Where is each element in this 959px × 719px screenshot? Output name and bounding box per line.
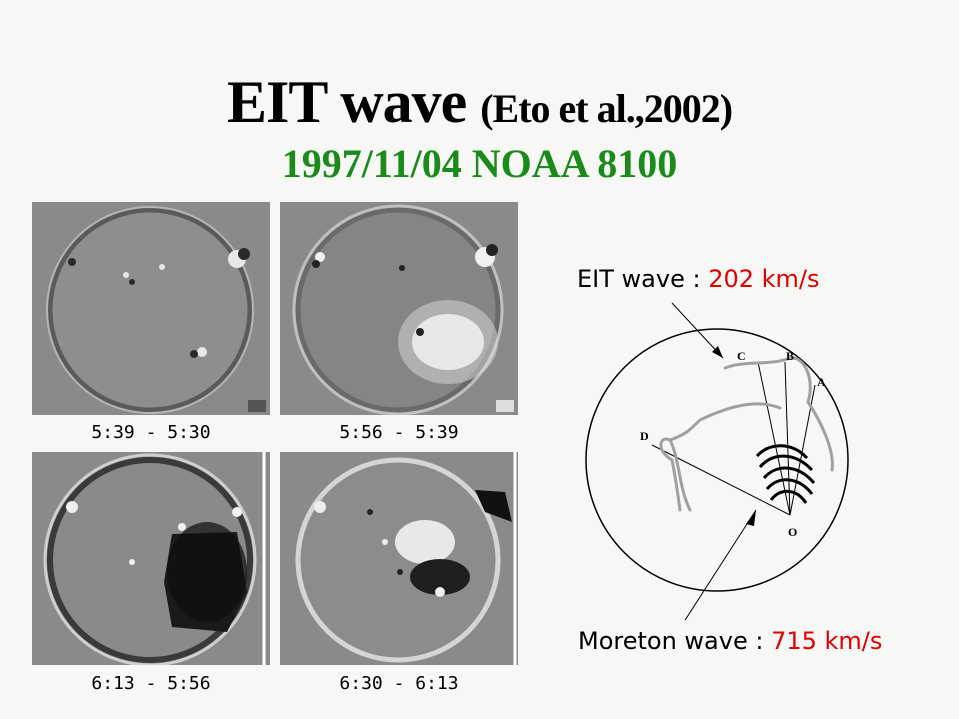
eit-wave-label: EIT wave : 202 km/s xyxy=(577,265,820,293)
eit-pointer-arrowhead xyxy=(712,346,723,358)
page-title: EIT wave (Eto et al.,2002) xyxy=(0,68,959,137)
panel-caption-2: 5:56 - 5:39 xyxy=(339,422,459,443)
difference-image-4 xyxy=(280,452,518,665)
difference-image-2 xyxy=(280,202,518,415)
moreton-wave-fronts xyxy=(755,444,816,504)
title-main: EIT wave xyxy=(226,69,467,135)
point-d-label: D xyxy=(640,429,649,443)
moreton-wave-label: Moreton wave : 715 km/s xyxy=(578,627,882,655)
page-subtitle: 1997/11/04 NOAA 8100 xyxy=(281,141,678,186)
title-citation: (Eto et al.,2002) xyxy=(480,86,733,131)
difference-image-3 xyxy=(32,452,270,665)
panel-caption-3: 6:13 - 5:56 xyxy=(91,673,211,694)
difference-image-1 xyxy=(32,202,270,415)
point-b-label: B xyxy=(786,349,794,363)
point-a-label: A xyxy=(817,375,826,389)
panel-caption-4: 6:30 - 6:13 xyxy=(339,673,459,694)
eit-pointer-line xyxy=(671,302,724,359)
moreton-pointer-arrowhead xyxy=(746,510,756,526)
solar-disk-outline xyxy=(585,328,849,592)
moreton-wave-text: Moreton wave : xyxy=(578,627,764,655)
eit-wave-fronts xyxy=(659,356,834,512)
eit-wave-speed: 202 km/s xyxy=(708,265,820,293)
wave-diagram: C B A D O xyxy=(585,302,849,620)
moreton-pointer-line xyxy=(684,509,757,620)
point-o-label: O xyxy=(788,525,797,539)
panel-caption-1: 5:39 - 5:30 xyxy=(91,422,211,443)
eit-wave-text: EIT wave : xyxy=(577,265,701,293)
moreton-wave-speed: 715 km/s xyxy=(771,627,883,655)
point-c-label: C xyxy=(737,349,746,363)
